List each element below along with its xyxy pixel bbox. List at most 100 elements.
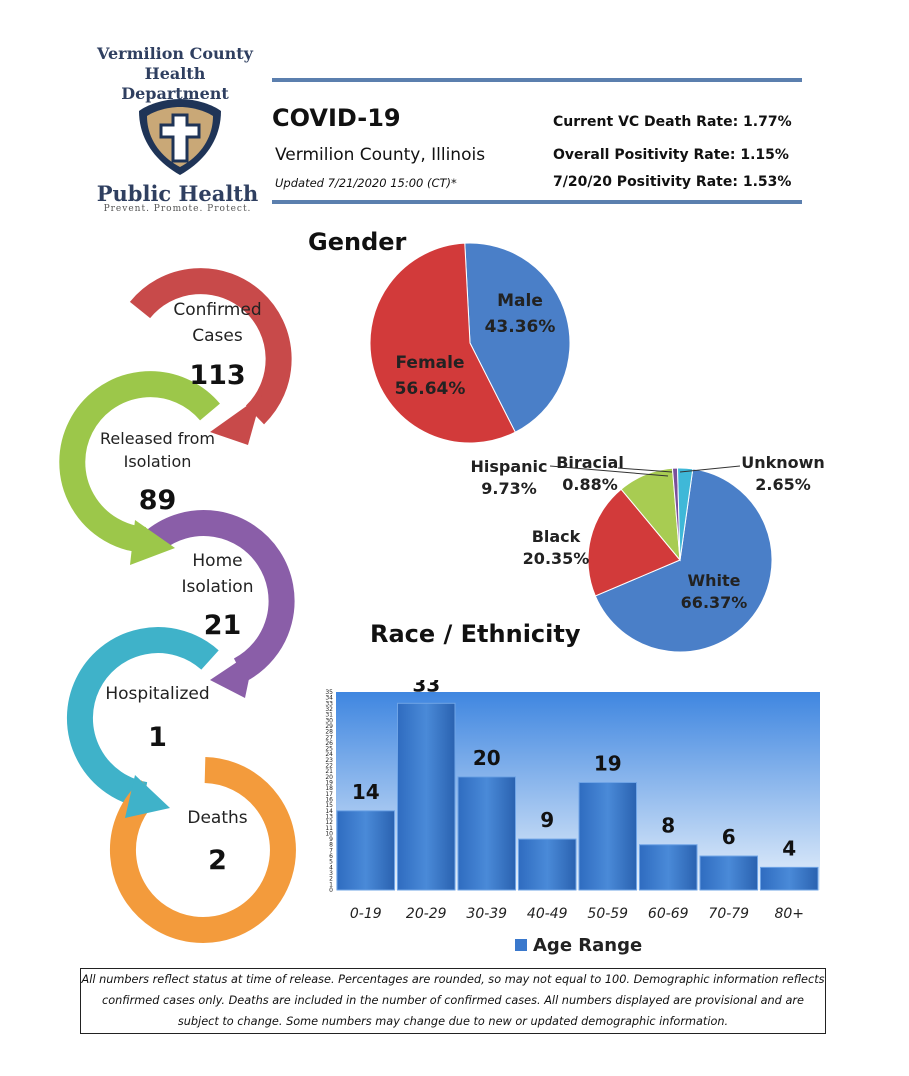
race-pie-chart	[587, 467, 773, 653]
label-line: Released from	[100, 429, 215, 448]
y-tick-label: 32	[325, 706, 333, 713]
y-tick-label: 28	[325, 729, 333, 736]
bar-20-29	[397, 702, 456, 891]
arrowhead-icon	[130, 520, 175, 565]
home-arc	[146, 510, 295, 682]
y-tick-label: 25	[325, 746, 333, 753]
label-line: Cases	[192, 326, 243, 346]
y-tick-label: 14	[325, 808, 333, 815]
bar-legend: Age Range	[515, 935, 642, 956]
org-name-line1: Vermilion County	[97, 44, 253, 63]
arrowhead-icon	[210, 395, 262, 445]
unknown-label: Unknown 2.65%	[738, 452, 828, 496]
y-tick-label: 16	[325, 796, 333, 803]
confirmed-count: 113	[189, 360, 246, 391]
stat-value: 1.53%	[742, 174, 792, 190]
male-label: Male 43.36%	[470, 288, 570, 340]
y-tick-label: 23	[325, 757, 333, 764]
logo-text: Public Health	[96, 181, 259, 206]
arrowhead-icon	[210, 650, 255, 698]
stat-value: 1.15%	[740, 147, 789, 163]
deaths-arc	[109, 757, 296, 943]
y-tick-label: 6	[329, 853, 333, 860]
hospitalized-count: 1	[148, 722, 167, 753]
hospitalized-arc	[66, 627, 219, 808]
age-bar-chart: 0123456789101112131415161718192021222324…	[325, 680, 820, 920]
y-tick-label: 19	[325, 780, 333, 787]
leader-lines	[549, 465, 741, 477]
y-tick-label: 9	[329, 836, 333, 843]
x-tick-label: 20-29	[406, 906, 447, 920]
arrowhead-icon	[125, 775, 170, 818]
y-tick-label: 18	[325, 785, 333, 792]
y-tick-label: 7	[329, 847, 333, 854]
slice-value: 0.88%	[562, 475, 618, 494]
slice-name: Biracial	[556, 453, 624, 472]
public-health-shield-icon	[139, 99, 221, 175]
biracial-label: Biracial 0.88%	[550, 452, 630, 496]
bar-value-label: 19	[594, 752, 622, 776]
slice-value: 56.64%	[394, 379, 466, 399]
home-count: 21	[203, 610, 242, 641]
y-tick-label: 21	[325, 768, 333, 775]
pie-slice-female	[369, 242, 516, 444]
slice-value: 66.37%	[680, 593, 748, 612]
slice-name: Unknown	[741, 453, 825, 472]
bar-value-label: 20	[473, 746, 501, 770]
flow-hospitalized-label: Hospitalized	[105, 684, 210, 704]
pie-slice-white	[594, 468, 773, 653]
y-tick-label: 4	[329, 864, 333, 871]
slice-name: Male	[497, 291, 543, 311]
legend-label: Age Range	[533, 935, 643, 956]
label-line: Home	[192, 551, 243, 571]
slice-value: 9.73%	[481, 479, 537, 498]
stat-label: 7/20/20 Positivity Rate:	[553, 174, 738, 190]
bar-value-label: 14	[352, 780, 380, 804]
bar-80+	[760, 866, 819, 891]
page-title: COVID-19	[272, 104, 401, 132]
bar-value-label: 9	[540, 808, 554, 832]
hispanic-label: Hispanic 9.73%	[469, 456, 549, 500]
y-tick-label: 1	[329, 881, 333, 888]
bar-30-39	[457, 776, 516, 891]
bar-0-19	[336, 810, 395, 891]
y-tick-label: 10	[325, 830, 333, 837]
y-tick-label: 0	[329, 887, 333, 894]
x-tick-label: 70-79	[708, 906, 749, 920]
bar-60-69	[639, 844, 698, 891]
y-tick-label: 31	[325, 712, 333, 719]
deaths-count: 2	[208, 845, 227, 876]
flow-arrows	[59, 268, 296, 943]
x-tick-label: 50-59	[587, 906, 628, 920]
org-name-line2: Health Department	[121, 64, 229, 103]
org-name: Vermilion County Health Department	[90, 44, 260, 104]
y-tick-label: 8	[329, 842, 333, 849]
slice-name: Hispanic	[470, 457, 548, 476]
y-tick-label: 13	[325, 813, 333, 820]
y-tick-label: 17	[325, 791, 333, 798]
stat-label: Current VC Death Rate:	[553, 114, 739, 130]
stat-daily-positivity: 7/20/20 Positivity Rate: 1.53%	[553, 174, 791, 190]
slice-value: 2.65%	[755, 475, 811, 494]
confirmed-arc	[129, 268, 292, 425]
x-tick-label: 30-39	[466, 906, 507, 920]
race-chart-title: Race / Ethnicity	[370, 620, 581, 648]
x-tick-label: 60-69	[648, 906, 689, 920]
y-tick-label: 12	[325, 819, 333, 826]
slice-name: Black	[531, 527, 581, 546]
gender-pie-chart	[369, 242, 571, 444]
y-tick-label: 11	[325, 825, 333, 832]
pie-slice-unknown	[677, 467, 694, 561]
flow-home-label: Home Isolation	[150, 548, 285, 600]
x-tick-label: 80+	[774, 906, 804, 920]
x-tick-label: 0-19	[350, 906, 382, 920]
y-tick-label: 26	[325, 740, 333, 747]
bar-value-label: 4	[782, 836, 796, 860]
y-tick-label: 5	[329, 859, 333, 866]
gender-chart-title: Gender	[308, 228, 407, 256]
slice-value: 20.35%	[522, 549, 590, 568]
header-rule-bottom	[272, 200, 802, 204]
updated-timestamp: Updated 7/21/2020 15:00 (CT)*	[275, 176, 457, 190]
y-tick-label: 33	[325, 700, 333, 707]
